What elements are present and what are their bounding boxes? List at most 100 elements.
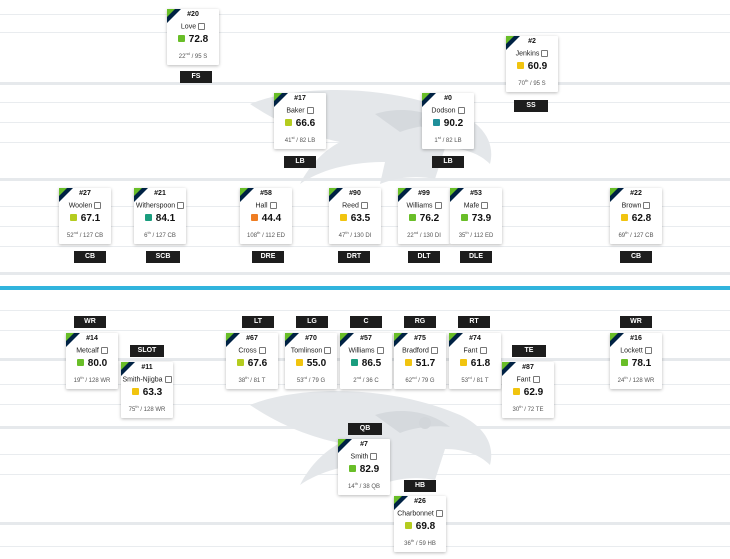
player-name-text[interactable]: Jenkins	[515, 50, 540, 58]
team-corner-accent	[450, 188, 458, 196]
player-name[interactable]: Bradford	[394, 347, 446, 354]
player-card-lt[interactable]: #67 Cross 67.6 38th / 81 T	[226, 333, 278, 389]
note-icon[interactable]	[435, 510, 443, 517]
note-icon[interactable]	[479, 347, 487, 354]
grade-value: 73.9	[471, 213, 492, 224]
note-icon[interactable]	[100, 347, 108, 354]
player-name[interactable]: Fant	[449, 347, 501, 354]
player-name-text[interactable]: Tomlinson	[290, 347, 323, 355]
player-card-te[interactable]: #87 Fant 62.9 30th / 72 TE	[502, 362, 554, 418]
player-rank: 53rd / 79 G	[285, 375, 337, 384]
player-name-text[interactable]: Williams	[406, 202, 433, 210]
player-name-text[interactable]: Charbonnet	[397, 510, 434, 518]
note-icon[interactable]	[177, 202, 185, 209]
player-card-cb[interactable]: #27 Woolen 67.1 52nd / 127 CB	[59, 188, 111, 244]
player-name-text[interactable]: Hall	[255, 202, 268, 210]
rank-value: 22	[178, 54, 186, 60]
player-name-text[interactable]: Fant	[463, 347, 478, 355]
jersey-number: #20	[187, 11, 199, 18]
player-name[interactable]: Smith	[338, 453, 390, 460]
player-name[interactable]: Charbonnet	[394, 510, 446, 517]
player-card-c[interactable]: #57 Williams 86.5 2nd / 36 C	[340, 333, 392, 389]
player-name-text[interactable]: Bradford	[402, 347, 429, 355]
player-name-text[interactable]: Reed	[342, 202, 359, 210]
player-card-scb[interactable]: #21 Witherspoon 84.1 6th / 127 CB	[134, 188, 186, 244]
note-icon[interactable]	[198, 23, 206, 30]
player-card-lb[interactable]: #0 Dodson 90.2 1st / 82 LB	[422, 93, 474, 149]
player-name-text[interactable]: Mafe	[463, 202, 480, 210]
player-card-lg[interactable]: #70 Tomlinson 55.0 53rd / 79 G	[285, 333, 337, 389]
rank-suffix: rd	[303, 375, 308, 380]
note-icon[interactable]	[532, 376, 540, 383]
player-card-rg[interactable]: #75 Bradford 51.7 62nd / 79 G	[394, 333, 446, 389]
note-icon[interactable]	[644, 347, 652, 354]
position-label: LG	[296, 316, 328, 328]
player-name-text[interactable]: Baker	[286, 107, 305, 115]
note-icon[interactable]	[643, 202, 651, 209]
player-name[interactable]: Tomlinson	[285, 347, 337, 354]
player-name-text[interactable]: Cross	[238, 347, 257, 355]
player-name[interactable]: Williams	[340, 347, 392, 354]
note-icon[interactable]	[94, 202, 102, 209]
player-name[interactable]: Brown	[610, 202, 662, 209]
player-name[interactable]: Lockett	[610, 347, 662, 354]
note-icon[interactable]	[258, 347, 266, 354]
player-card-lb[interactable]: #17 Baker 66.6 41st / 82 LB	[274, 93, 326, 149]
player-name[interactable]: Reed	[329, 202, 381, 209]
player-name-text[interactable]: Woolen	[68, 202, 93, 210]
player-name[interactable]: Dodson	[422, 107, 474, 114]
note-icon[interactable]	[376, 347, 384, 354]
note-icon[interactable]	[324, 347, 332, 354]
player-name-text[interactable]: Metcalf	[76, 347, 99, 355]
player-name-text[interactable]: Love	[180, 23, 197, 31]
player-card-qb[interactable]: #7 Smith 82.9 14th / 38 QB	[338, 439, 390, 495]
position-label: WR	[74, 316, 106, 328]
player-card-wr[interactable]: #16 Lockett 78.1 24th / 128 WR	[610, 333, 662, 389]
player-card-drt[interactable]: #90 Reed 63.5 47th / 130 DI	[329, 188, 381, 244]
player-name-text[interactable]: Williams	[348, 347, 375, 355]
note-icon[interactable]	[306, 107, 314, 114]
player-name[interactable]: Metcalf	[66, 347, 118, 354]
note-icon[interactable]	[370, 453, 378, 460]
player-name-text[interactable]: Witherspoon	[135, 202, 176, 210]
note-icon[interactable]	[269, 202, 277, 209]
player-card-slot[interactable]: #11 Smith-Njigba 63.3 75th / 128 WR	[121, 362, 173, 418]
player-card-cb[interactable]: #22 Brown 62.8 69th / 127 CB	[610, 188, 662, 244]
player-name-text[interactable]: Brown	[621, 202, 642, 210]
player-rank: 22nd / 95 S	[167, 51, 219, 60]
player-card-dle[interactable]: #53 Mafe 73.9 35th / 112 ED	[450, 188, 502, 244]
note-icon[interactable]	[430, 347, 438, 354]
note-icon[interactable]	[164, 376, 172, 383]
note-icon[interactable]	[457, 107, 465, 114]
player-name[interactable]: Cross	[226, 347, 278, 354]
player-name[interactable]: Hall	[240, 202, 292, 209]
player-card-wr[interactable]: #14 Metcalf 80.0 19th / 128 WR	[66, 333, 118, 389]
player-name-text[interactable]: Smith	[350, 453, 369, 461]
player-name[interactable]: Jenkins	[506, 50, 558, 57]
note-icon[interactable]	[481, 202, 489, 209]
player-name[interactable]: Smith-Njigba	[121, 376, 173, 383]
rank-suffix: nd	[356, 375, 362, 380]
player-name[interactable]: Williams	[398, 202, 450, 209]
player-name-text[interactable]: Lockett	[620, 347, 643, 355]
note-icon[interactable]	[434, 202, 442, 209]
player-name-text[interactable]: Fant	[516, 376, 531, 384]
player-name[interactable]: Woolen	[59, 202, 111, 209]
player-card-dre[interactable]: #58 Hall 44.4 108th / 112 ED	[240, 188, 292, 244]
player-card-rt[interactable]: #74 Fant 61.8 53rd / 81 T	[449, 333, 501, 389]
player-card-fs[interactable]: #20 Love 72.8 22nd / 95 S	[167, 9, 219, 65]
grade-color-indicator	[460, 213, 468, 221]
player-card-hb[interactable]: #26 Charbonnet 69.8 36th / 59 HB	[394, 496, 446, 552]
note-icon[interactable]	[360, 202, 368, 209]
player-name[interactable]: Love	[167, 23, 219, 30]
player-name[interactable]: Fant	[502, 376, 554, 383]
player-card-ss[interactable]: #2 Jenkins 60.9 70th / 95 S	[506, 36, 558, 92]
player-name[interactable]: Witherspoon	[134, 202, 186, 209]
player-name-text[interactable]: Smith-Njigba	[122, 376, 163, 384]
player-name[interactable]: Mafe	[450, 202, 502, 209]
player-card-dlt[interactable]: #99 Williams 76.2 22nd / 130 DI	[398, 188, 450, 244]
note-icon[interactable]	[541, 50, 549, 57]
player-name[interactable]: Baker	[274, 107, 326, 114]
player-rank: 41st / 82 LB	[274, 135, 326, 144]
player-name-text[interactable]: Dodson	[431, 107, 456, 115]
